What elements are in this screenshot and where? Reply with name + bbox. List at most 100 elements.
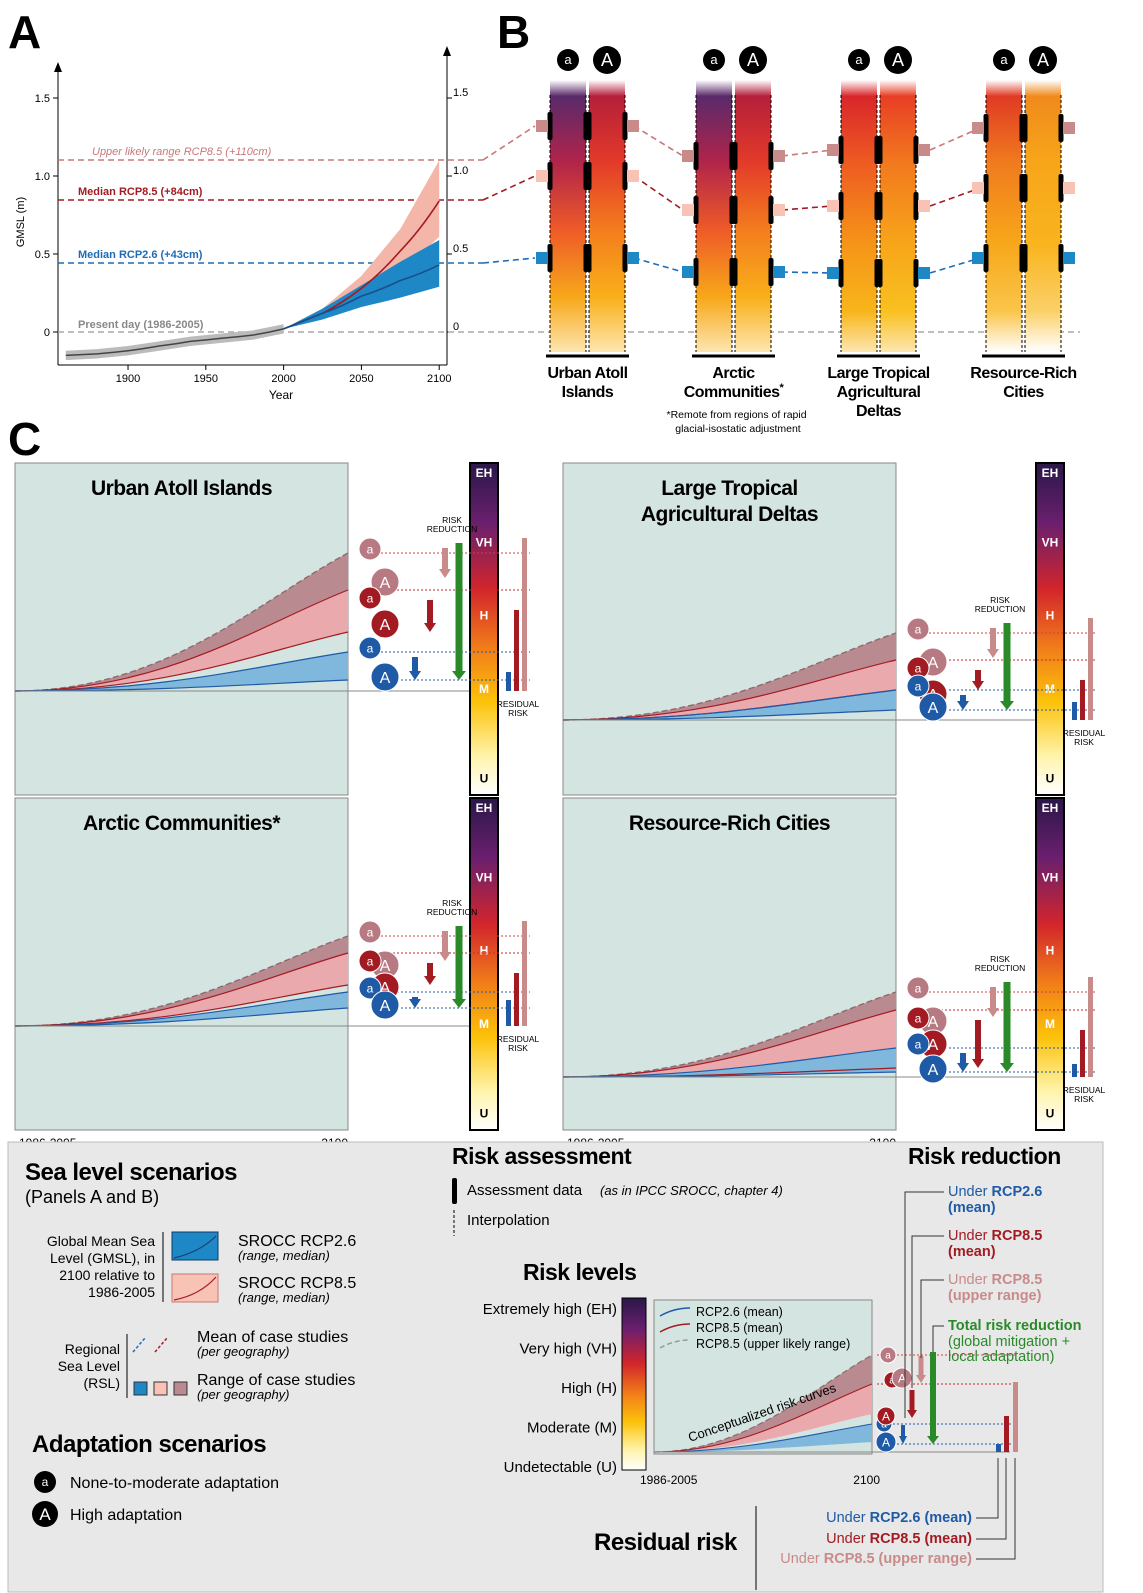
risk-scale-label: U bbox=[480, 1106, 489, 1120]
rr-arrow-rcp26-head bbox=[957, 701, 969, 710]
residual-bar-upper bbox=[1088, 977, 1093, 1077]
res-key: RCP8.5 (mean) bbox=[870, 1531, 973, 1547]
high-badge-label: A bbox=[39, 1505, 51, 1524]
risk-column bbox=[589, 80, 625, 352]
residual-risk-label: RESIDUAL RISK bbox=[1063, 728, 1106, 747]
assessment-data-mark bbox=[1022, 174, 1028, 202]
adaptation-badge bbox=[358, 586, 382, 610]
adapt-lower-badge bbox=[703, 49, 725, 71]
assessment-data-mark bbox=[1058, 174, 1064, 202]
concept-x-end: 2100 bbox=[853, 1473, 880, 1487]
risk-band-rcp26 bbox=[15, 992, 348, 1026]
risk-level-label: Moderate (M) bbox=[527, 1420, 617, 1437]
adapt-upper-badge bbox=[1029, 46, 1057, 74]
rsl-range-mark bbox=[536, 170, 548, 182]
rr-arrow-upper-head bbox=[439, 952, 451, 961]
rsl-range-mark bbox=[682, 150, 694, 162]
srocc85-swatch-line bbox=[173, 1276, 217, 1301]
rsl-range-mark bbox=[627, 120, 639, 132]
risk-level-label: Extremely high (EH) bbox=[483, 1301, 617, 1318]
risk-assessment-title: Risk assessment bbox=[452, 1143, 632, 1169]
rsl-legend-label-line: Regional bbox=[65, 1341, 120, 1357]
assessment-data-mark bbox=[586, 244, 592, 272]
residual-bar-rcp26 bbox=[1072, 1064, 1077, 1077]
rsl-range-mark bbox=[972, 122, 984, 134]
adapt-badge-label: a bbox=[1000, 52, 1008, 67]
rcp85-connector bbox=[482, 175, 536, 201]
adaptation-badge-label: A bbox=[928, 1014, 939, 1031]
risk-curve-upper bbox=[14, 552, 349, 692]
adaptation-badge-label: A bbox=[928, 700, 939, 717]
srocc26-swatch bbox=[171, 1231, 219, 1261]
assessment-data-mark bbox=[732, 142, 738, 170]
adaptation-badge bbox=[906, 1006, 930, 1030]
risk-curve-rcp85 bbox=[14, 589, 349, 692]
x-tick-label: 2050 bbox=[349, 373, 373, 385]
risk-curve-upper bbox=[562, 991, 897, 1078]
residual-bar-upper bbox=[522, 921, 527, 1026]
adaptation-badge-label: a bbox=[367, 641, 374, 655]
rcp26-connector bbox=[482, 257, 536, 264]
risk-column bbox=[550, 80, 586, 352]
concept-arrow-rcp85 bbox=[909, 1390, 915, 1411]
rr-arrow-rcp26 bbox=[412, 997, 418, 1000]
rr-arrow-rcp85-head bbox=[972, 681, 984, 690]
assessment-data-mark bbox=[838, 136, 844, 164]
median-rcp26-label: Median RCP2.6 (+43cm) bbox=[78, 249, 203, 261]
risk-scale-bar bbox=[469, 797, 499, 1131]
concept-badge bbox=[879, 1346, 897, 1364]
assessment-data-mark bbox=[838, 192, 844, 220]
x-tick-label: 2000 bbox=[271, 373, 295, 385]
residual-bar-rcp85 bbox=[1080, 1030, 1085, 1077]
gmsl-legend-label-line: Level (GMSL), in bbox=[50, 1250, 155, 1266]
concept-res-upper bbox=[1013, 1382, 1018, 1452]
risk-curve-rcp85 bbox=[562, 659, 897, 721]
risk-panel-bg bbox=[562, 797, 897, 1131]
concept-arrow-total-head bbox=[927, 1436, 939, 1444]
panel-letter-b: B bbox=[497, 6, 530, 58]
adaptation-badge-label: A bbox=[380, 980, 391, 997]
risk-band-rcp85 bbox=[563, 660, 896, 720]
risk-panel-title-line: Urban Atoll Islands bbox=[91, 477, 272, 500]
res-legend-label: Under RCP2.6 (mean) bbox=[826, 1510, 972, 1526]
assessment-data-mark bbox=[547, 112, 553, 140]
risk-band-rcp26 bbox=[563, 690, 896, 720]
concept-arrow-rcp26 bbox=[901, 1425, 905, 1437]
risk-band-rcp85 bbox=[15, 590, 348, 691]
assessment-data-mark bbox=[983, 174, 989, 202]
assessment-data-mark bbox=[622, 244, 628, 272]
assessment-data-mark bbox=[693, 258, 699, 286]
risk-reduction-title: Risk reduction bbox=[908, 1143, 1061, 1169]
res-leader bbox=[976, 1458, 999, 1519]
curve-legend-label: RCP8.5 (upper likely range) bbox=[696, 1337, 850, 1351]
rr-arrow-rcp85 bbox=[975, 1020, 981, 1060]
y-tick-label-right: 0 bbox=[453, 321, 459, 333]
range-cs-mauve bbox=[173, 1381, 188, 1396]
y-tick-label: 1.5 bbox=[35, 93, 50, 105]
concept-badge bbox=[875, 1431, 897, 1453]
res-legend-label: Under RCP8.5 (mean) bbox=[826, 1531, 972, 1547]
risk-curve-rcp26 bbox=[14, 651, 349, 692]
geography-label: Resource-Rich Cities bbox=[970, 365, 1076, 401]
risk-panel-title: Arctic Communities* bbox=[83, 812, 281, 835]
assessment-data-mark bbox=[768, 196, 774, 224]
residual-risk-label-line: RESIDUAL bbox=[497, 1034, 540, 1044]
risk-band-rcp26 bbox=[15, 652, 348, 691]
b-upper-conn-2 bbox=[781, 149, 833, 157]
adapt-badge-label: a bbox=[564, 52, 572, 67]
srocc85-swatch bbox=[171, 1273, 219, 1303]
geography-label-line: Arctic bbox=[712, 365, 755, 382]
rr-legend-label: Under RCP8.5 bbox=[948, 1272, 1042, 1288]
assessment-data-mark bbox=[913, 192, 919, 220]
rr-arrow-rcp26 bbox=[412, 657, 418, 672]
srocc26-swatch-line bbox=[173, 1235, 217, 1259]
rr-leader bbox=[920, 1279, 944, 1358]
concept-band-rcp85 bbox=[654, 1384, 872, 1452]
risk-reduction-label-line: RISK bbox=[990, 595, 1010, 605]
assessment-data-mark bbox=[622, 162, 628, 190]
risk-scale-label: VH bbox=[476, 536, 493, 550]
rr-legend-sub: (upper range) bbox=[948, 1288, 1042, 1304]
interp-label: Interpolation bbox=[467, 1212, 550, 1229]
range-cs-label: Range of case studies bbox=[197, 1372, 355, 1389]
